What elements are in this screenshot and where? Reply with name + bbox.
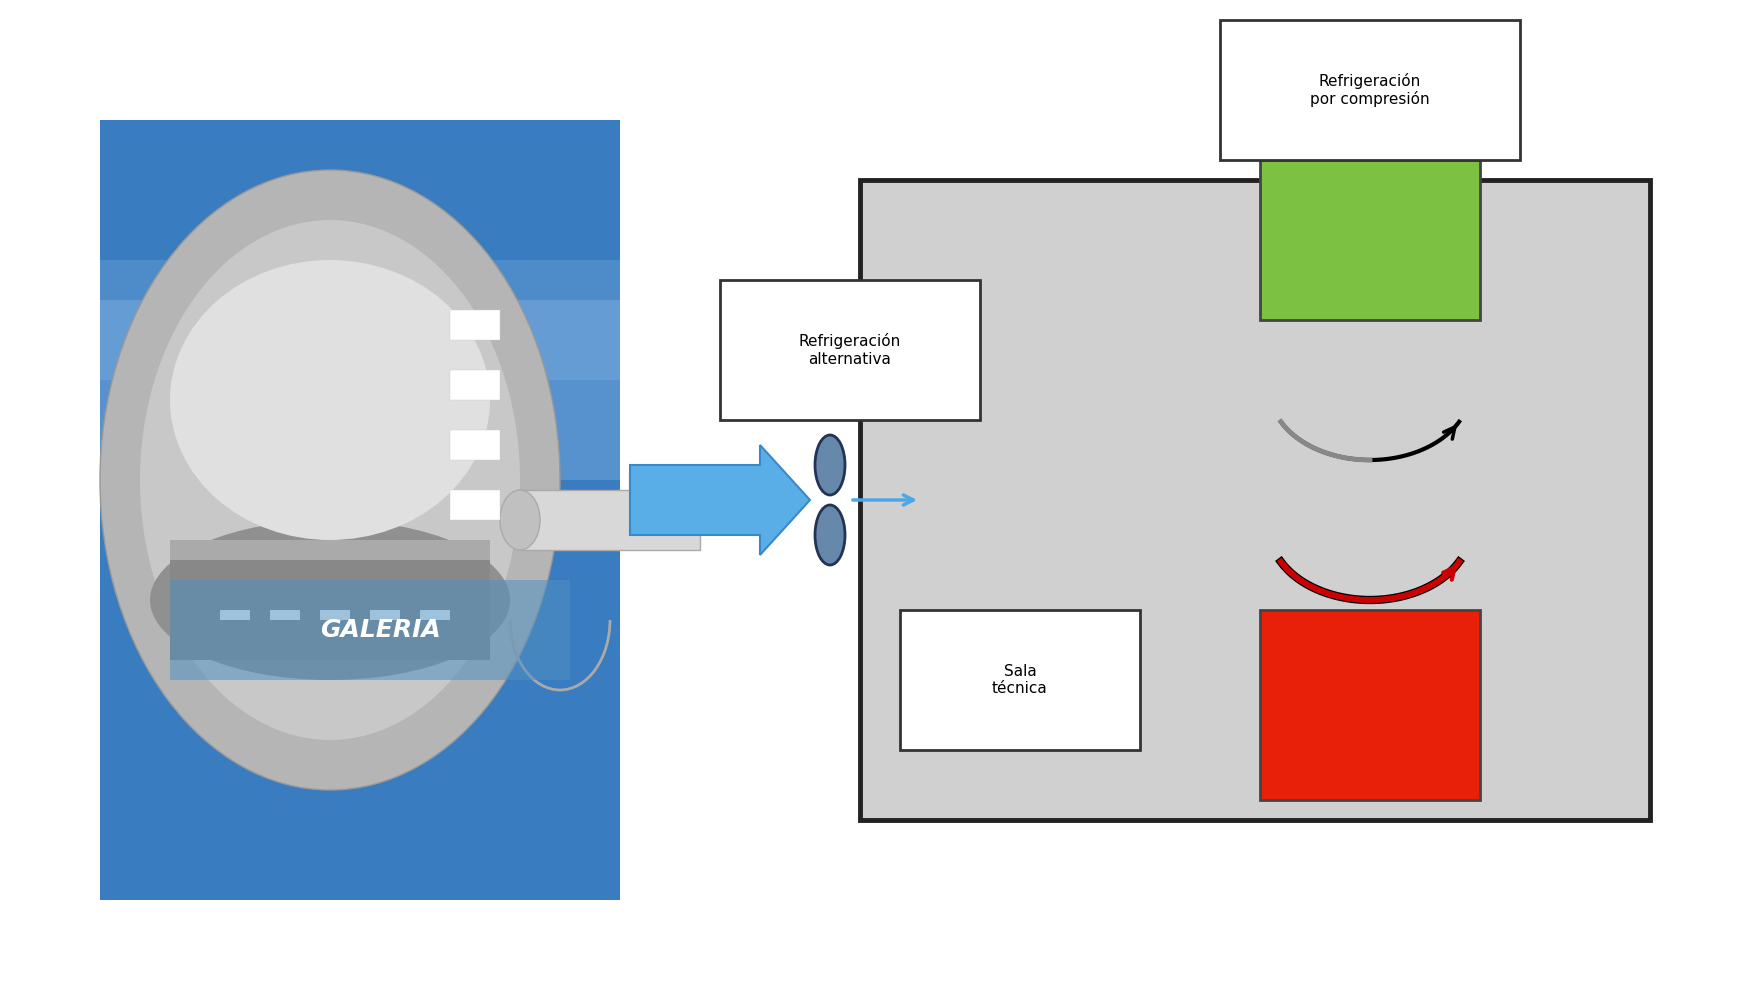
Bar: [170, 580, 570, 680]
Bar: [170, 540, 490, 560]
Bar: [1260, 160, 1480, 320]
Bar: [100, 120, 620, 900]
Bar: [220, 610, 250, 620]
Bar: [369, 610, 401, 620]
FancyBboxPatch shape: [719, 280, 980, 420]
Ellipse shape: [500, 490, 541, 550]
Ellipse shape: [100, 170, 560, 790]
FancyBboxPatch shape: [900, 610, 1139, 750]
Ellipse shape: [140, 220, 520, 740]
Bar: [320, 610, 350, 620]
Bar: [450, 430, 500, 460]
FancyBboxPatch shape: [1220, 20, 1521, 160]
FancyArrow shape: [630, 445, 810, 555]
Bar: [100, 260, 620, 380]
Bar: [520, 490, 700, 550]
Bar: [859, 180, 1650, 820]
Text: Refrigeración
por compresión: Refrigeración por compresión: [1311, 73, 1430, 107]
Bar: [100, 300, 620, 480]
Text: GALERIA: GALERIA: [320, 618, 441, 642]
Bar: [270, 610, 299, 620]
Bar: [170, 560, 490, 660]
Ellipse shape: [816, 505, 845, 565]
Bar: [450, 370, 500, 400]
Ellipse shape: [170, 260, 490, 540]
Bar: [450, 490, 500, 520]
Ellipse shape: [816, 435, 845, 495]
Text: Refrigeración
alternativa: Refrigeración alternativa: [798, 333, 901, 367]
Text: Sala
técnica: Sala técnica: [992, 664, 1048, 696]
Ellipse shape: [150, 520, 509, 680]
Bar: [420, 610, 450, 620]
Bar: [450, 310, 500, 340]
Bar: [1260, 610, 1480, 800]
